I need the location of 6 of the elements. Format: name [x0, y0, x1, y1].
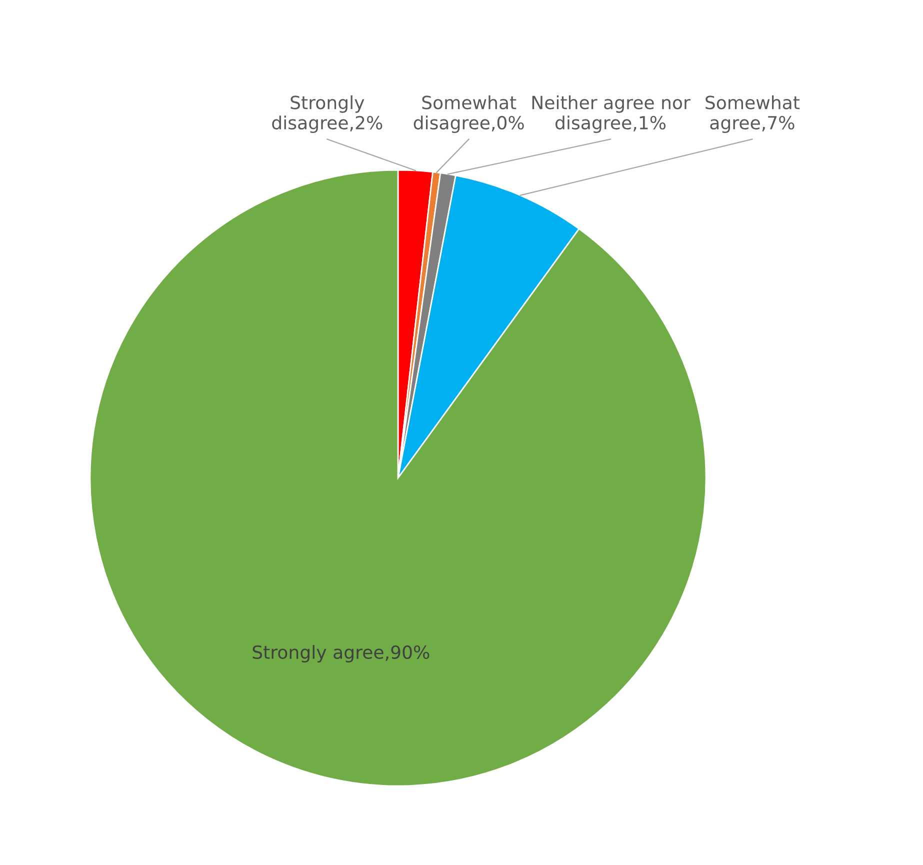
pie-slice [89, 169, 707, 787]
slice-label: Strongly disagree,2% [272, 95, 382, 134]
slice-label: Somewhat agree,7% [706, 95, 800, 134]
slice-label: Neither agree nor disagree,1% [532, 95, 690, 134]
slice-label: Strongly agree,90% [252, 645, 430, 662]
slice-label: Somewhat disagree,0% [414, 95, 524, 134]
